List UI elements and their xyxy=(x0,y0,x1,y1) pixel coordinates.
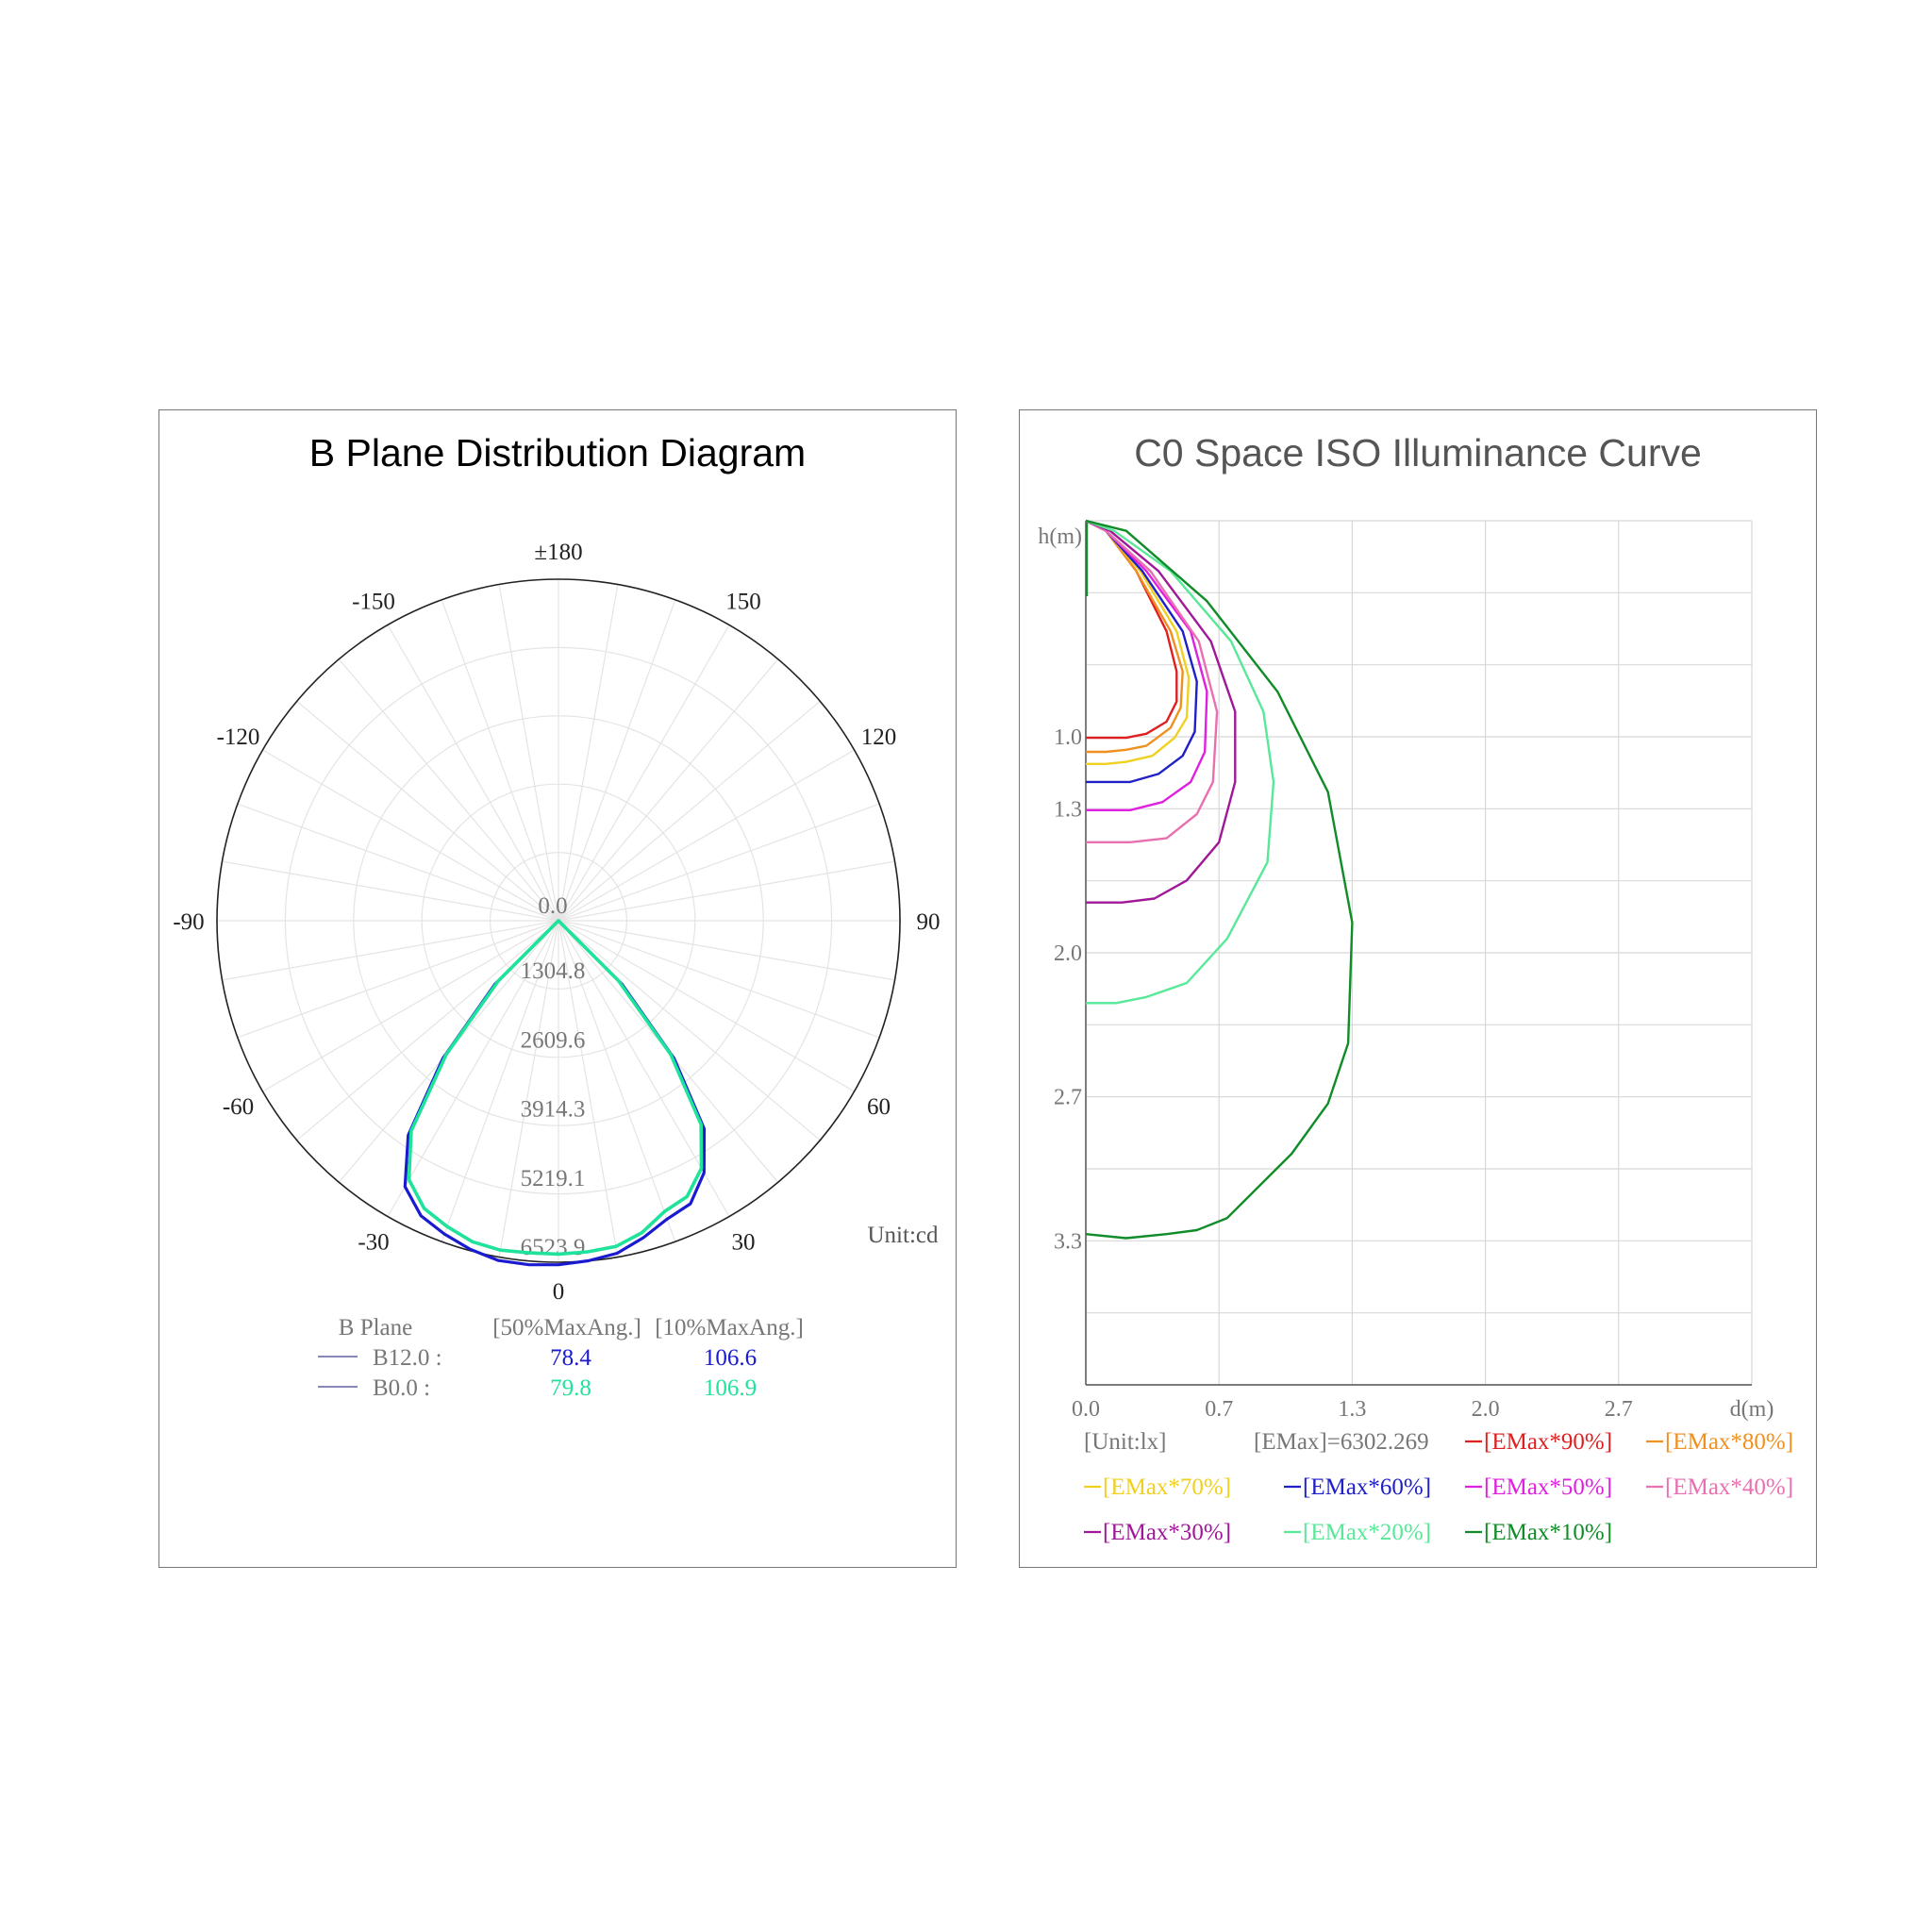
polar-radial-tick: 2609.6 xyxy=(521,1027,586,1053)
polar-grid-spoke xyxy=(498,920,559,1257)
iso-legend-label: [EMax*70%] xyxy=(1103,1474,1231,1500)
polar-radial-tick: 6523.9 xyxy=(521,1235,586,1260)
legend-row-10: 106.6 xyxy=(704,1345,757,1371)
legend-header-plane: B Plane xyxy=(339,1315,412,1341)
polar-radial-tick: 1304.8 xyxy=(521,958,586,984)
iso-x-tick: 0.0 xyxy=(1072,1397,1100,1422)
polar-grid-spoke xyxy=(558,920,619,1257)
legend-row-50: 79.8 xyxy=(550,1375,591,1401)
iso-illuminance-title: C0 Space ISO Illuminance Curve xyxy=(1134,431,1702,475)
legend-row-50: 78.4 xyxy=(550,1345,591,1371)
polar-radial-tick: 0.0 xyxy=(538,893,567,919)
iso-legend-label: [EMax*10%] xyxy=(1484,1520,1612,1545)
iso-x-tick: 2.0 xyxy=(1472,1397,1500,1422)
iso-illuminance-panel: C0 Space ISO Illuminance Curve 0.0 0.7 1.3… xyxy=(1019,409,1817,1568)
iso-chart: 0.0 0.7 1.3 2.0 2.7 d(m) h(m) 1.0 1.3 2.0 2.7 3.3 [U… xyxy=(1038,519,1793,1545)
polar-outer-circle xyxy=(216,578,901,1263)
polar-grid-spoke xyxy=(222,860,559,922)
legend-header-50: [50%MaxAng.] xyxy=(492,1315,641,1341)
polar-series-B12-0 xyxy=(403,919,707,1267)
iso-legend-label: [EMax*20%] xyxy=(1303,1520,1431,1545)
polar-angle-label: 0 xyxy=(553,1279,565,1305)
iso-x-label: d(m) xyxy=(1730,1397,1774,1422)
polar-grid-spoke xyxy=(296,700,559,922)
iso-y-label: h(m) xyxy=(1038,525,1082,549)
iso-curve xyxy=(1085,519,1275,1005)
polar-grid-spoke xyxy=(441,920,559,1242)
polar-angle-label: 30 xyxy=(732,1229,756,1255)
polar-grid-spoke xyxy=(237,920,559,1039)
iso-curve xyxy=(1085,519,1237,904)
iso-y-tick: 2.0 xyxy=(1054,941,1082,966)
iso-curve xyxy=(1085,519,1198,784)
iso-y-tick: 2.7 xyxy=(1054,1086,1082,1110)
polar-grid-spoke xyxy=(338,658,559,922)
polar-grid-spoke xyxy=(558,749,855,922)
iso-curve xyxy=(1085,519,1354,1240)
polar-radial-tick: 3914.3 xyxy=(521,1097,586,1123)
polar-angle-label: -120 xyxy=(217,724,260,750)
iso-x-tick: 2.7 xyxy=(1605,1397,1633,1422)
iso-y-tick: 1.0 xyxy=(1054,725,1082,750)
polar-grid-spoke xyxy=(237,803,559,922)
polar-grid-spoke xyxy=(387,920,559,1217)
iso-emax-label: [EMax]=6302.269 xyxy=(1254,1429,1429,1455)
polar-angle-label: -150 xyxy=(352,590,395,615)
polar-grid-spoke xyxy=(498,584,559,922)
polar-grid-spoke xyxy=(296,920,559,1141)
iso-curve xyxy=(1085,519,1208,811)
polar-grid-spoke xyxy=(558,920,880,1039)
iso-y-tick: 3.3 xyxy=(1054,1229,1082,1254)
iso-y-tick: 1.3 xyxy=(1054,797,1082,822)
polar-grid-spoke xyxy=(558,625,730,922)
polar-unit-label: Unit:cd xyxy=(868,1223,939,1248)
polar-grid-spoke xyxy=(558,860,895,922)
legend-row-name: B12.0 : xyxy=(373,1345,442,1371)
polar-grid-spoke xyxy=(558,700,821,922)
iso-legend-label: [EMax*40%] xyxy=(1665,1474,1793,1500)
polar-grid-spoke xyxy=(558,920,676,1242)
polar-grid-spoke xyxy=(558,599,676,922)
b-plane-panel: B Plane Distribution Diagram ±180 150 120 9… xyxy=(158,409,957,1568)
legend-header-10: [10%MaxAng.] xyxy=(655,1315,804,1341)
iso-legend-label: [EMax*90%] xyxy=(1484,1429,1612,1455)
legend-row-10: 106.9 xyxy=(704,1375,757,1401)
iso-unit-label: [Unit:lx] xyxy=(1084,1429,1167,1455)
polar-grid-spoke xyxy=(558,658,779,922)
polar-grid-spoke xyxy=(558,584,619,922)
polar-angle-label: -60 xyxy=(223,1094,254,1120)
polar-grid-spoke xyxy=(262,749,559,922)
iso-curve xyxy=(1085,519,1184,754)
polar-grid-spoke xyxy=(558,920,855,1092)
iso-legend-label: [EMax*60%] xyxy=(1303,1474,1431,1500)
polar-angle-label: -90 xyxy=(173,909,204,935)
polar-angle-label: -30 xyxy=(358,1229,389,1255)
iso-x-tick: 0.7 xyxy=(1205,1397,1233,1422)
polar-grid-spoke xyxy=(387,625,559,922)
polar-angle-label: 60 xyxy=(867,1094,891,1120)
iso-legend-label: [EMax*50%] xyxy=(1484,1474,1612,1500)
polar-radial-tick: 5219.1 xyxy=(521,1166,586,1191)
polar-angle-label: 120 xyxy=(861,724,897,750)
polar-grid-spoke xyxy=(441,599,559,922)
polar-series-B0-0 xyxy=(407,919,704,1257)
legend-row-name: B0.0 : xyxy=(373,1375,430,1401)
polar-angle-label: 150 xyxy=(725,590,761,615)
polar-grid-spoke xyxy=(222,920,559,981)
iso-legend-label: [EMax*80%] xyxy=(1665,1429,1793,1455)
polar-grid-spoke xyxy=(558,920,895,981)
polar-grid-spoke xyxy=(558,803,880,922)
iso-legend-label: [EMax*30%] xyxy=(1103,1520,1231,1545)
polar-grid-spoke xyxy=(558,920,821,1141)
polar-angle-label: ±180 xyxy=(534,540,582,565)
polar-angle-label: 90 xyxy=(917,909,941,935)
iso-curve xyxy=(1085,519,1219,843)
polar-chart: ±180 150 120 90 60 30 0 -30 -60 -90 -120 -150 0.0 130… xyxy=(173,540,941,1401)
b-plane-title: B Plane Distribution Diagram xyxy=(308,431,807,475)
iso-x-tick: 1.3 xyxy=(1338,1397,1366,1422)
polar-grid-spoke xyxy=(262,920,559,1092)
